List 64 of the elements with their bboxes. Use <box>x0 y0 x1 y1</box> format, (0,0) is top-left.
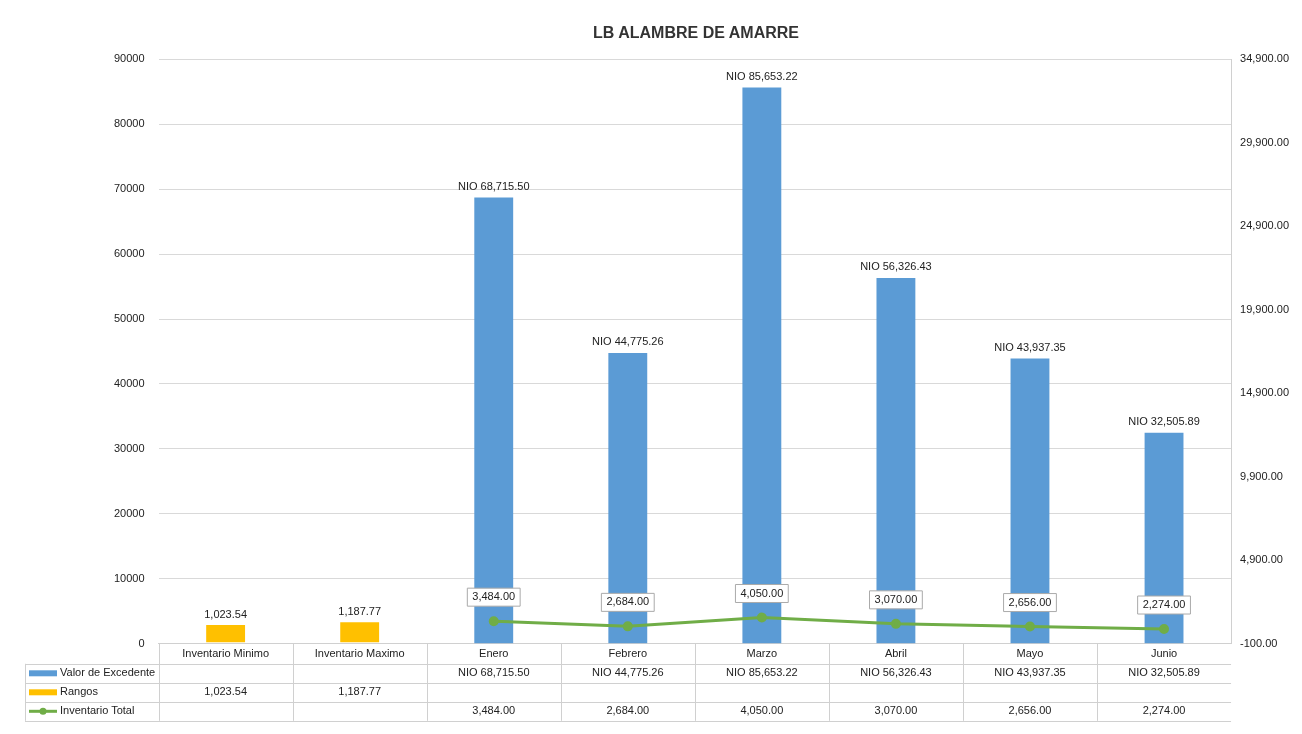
data-label: 2,656.00 <box>1008 704 1052 717</box>
bar <box>608 352 648 644</box>
y2-tick-label: 24,900.00 <box>1240 219 1289 232</box>
x-tick-label: Mayo <box>1016 647 1044 660</box>
y2-tick-label: 19,900.00 <box>1240 302 1289 315</box>
text: NIO 85,653.22 <box>726 69 798 82</box>
y-tick-label: 50000 <box>113 312 145 325</box>
data-label: NIO 44,775.26 <box>592 666 664 679</box>
data-label: NIO 32,505.89 <box>1128 666 1200 679</box>
y2-tick-label: -100.00 <box>1240 636 1278 649</box>
data-label: 3,484.00 <box>472 704 516 717</box>
legend-label: Inventario Total <box>60 704 135 717</box>
data-label: NIO 68,715.50 <box>457 666 530 679</box>
y-tick-label: 70000 <box>113 182 145 195</box>
chart-title: LB ALAMBRE DE AMARRE <box>593 24 800 42</box>
text: 3,070.00 <box>874 592 918 605</box>
text: 2,684.00 <box>606 595 650 608</box>
bar <box>1144 432 1184 644</box>
data-label: NIO 43,937.35 <box>994 666 1066 679</box>
text: NIO 68,715.50 <box>457 179 530 192</box>
text: 1,187.77 <box>338 604 382 617</box>
data-label: 3,070.00 <box>874 704 918 717</box>
text: 4,050.00 <box>740 586 784 599</box>
bar <box>1010 358 1050 644</box>
x-tick-label: Febrero <box>608 647 648 660</box>
bar <box>742 87 782 644</box>
x-tick-label: Inventario Maximo <box>314 647 405 660</box>
text: 3,484.00 <box>472 590 516 603</box>
data-label: 1,187.77 <box>338 685 382 698</box>
legend-label: Rangos <box>60 685 99 698</box>
y-tick-label: 20000 <box>113 506 145 519</box>
data-label: NIO 85,653.22 <box>726 666 798 679</box>
y-tick-label: 40000 <box>113 377 145 390</box>
x-tick-label: Inventario Minimo <box>182 647 270 660</box>
text: 1,023.54 <box>204 607 248 620</box>
data-label: 1,023.54 <box>204 685 248 698</box>
y2-tick-label: 29,900.00 <box>1240 135 1289 148</box>
y-tick-label: 60000 <box>113 247 145 260</box>
x-tick-label: Abril <box>884 647 907 660</box>
text: 2,656.00 <box>1008 595 1052 608</box>
text: NIO 43,937.35 <box>994 340 1066 353</box>
y-tick-label: 10000 <box>113 571 145 584</box>
text: NIO 44,775.26 <box>592 335 664 348</box>
x-tick-label: Junio <box>1150 647 1178 660</box>
y2-tick-label: 14,900.00 <box>1240 386 1289 399</box>
bar <box>474 197 514 644</box>
data-label: 2,684.00 <box>606 704 650 717</box>
data-label: 4,050.00 <box>740 704 784 717</box>
data-label: NIO 56,326.43 <box>860 666 932 679</box>
bar <box>876 277 916 644</box>
y-tick-label: 0 <box>138 636 145 649</box>
x-tick-label: Marzo <box>746 647 778 660</box>
data-label: 2,274.00 <box>1142 704 1186 717</box>
x-tick-label: Enero <box>479 647 509 660</box>
legend-label: Valor de Excedente <box>60 666 156 679</box>
text: NIO 32,505.89 <box>1128 415 1200 428</box>
y-tick-label: 80000 <box>113 117 145 130</box>
y2-tick-label: 4,900.00 <box>1240 553 1283 566</box>
y-tick-label: 90000 <box>113 52 145 65</box>
text: 2,274.00 <box>1142 598 1186 611</box>
y2-tick-label: 9,900.00 <box>1240 469 1283 482</box>
y-tick-label: 30000 <box>113 441 145 454</box>
text: NIO 56,326.43 <box>860 260 932 273</box>
y2-tick-label: 34,900.00 <box>1240 52 1289 65</box>
